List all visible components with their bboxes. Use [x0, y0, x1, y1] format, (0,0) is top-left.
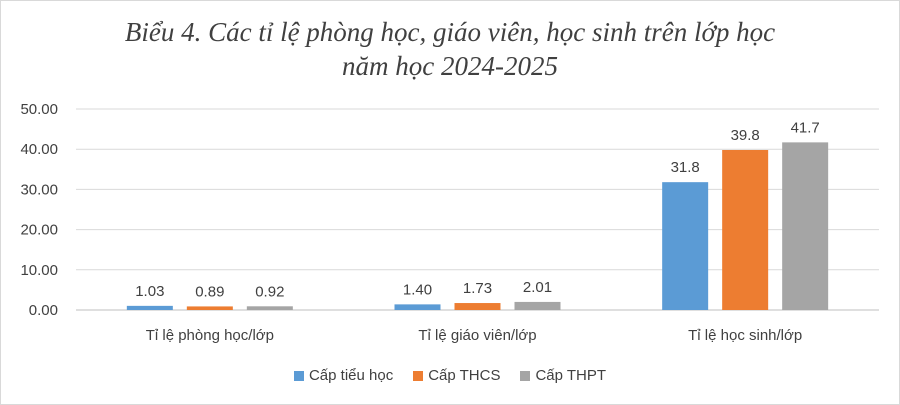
y-tick-label: 20.00	[20, 222, 58, 239]
bar	[722, 150, 769, 310]
bar	[246, 306, 293, 310]
bar	[454, 303, 501, 310]
legend-item: Cấp THCS	[413, 367, 500, 384]
legend-swatch	[413, 370, 424, 381]
legend-label: Cấp tiểu học	[308, 367, 394, 384]
legend-label: Cấp THPT	[535, 367, 607, 384]
chart-title-line-1: Biểu 4. Các tỉ lệ phòng học, giáo viên, …	[124, 17, 776, 47]
y-tick-label: 40.00	[20, 141, 58, 158]
data-label: 1.73	[463, 280, 492, 297]
data-label: 0.89	[195, 283, 224, 300]
data-label: 0.92	[255, 283, 284, 300]
data-label: 41.7	[791, 119, 820, 136]
legend-item: Cấp THPT	[520, 367, 606, 384]
bars	[126, 142, 829, 310]
y-tick-label: 30.00	[20, 181, 58, 198]
x-axis-categories: Tỉ lệ phòng học/lớp Tỉ lệ giáo viên/lớp Tỉ…	[146, 327, 802, 344]
data-label: 31.8	[671, 159, 700, 176]
data-label: 2.01	[523, 279, 552, 296]
y-axis-ticks: 0.00 10.00 20.00 30.00 40.00 50.00	[20, 101, 58, 319]
data-label: 1.40	[403, 281, 432, 298]
bar	[662, 182, 709, 310]
legend-item: Cấp tiểu học	[293, 367, 394, 384]
bar	[126, 305, 173, 310]
legend-swatch	[520, 370, 531, 381]
category-label: Tỉ lệ giáo viên/lớp	[418, 327, 536, 344]
category-label: Tỉ lệ học sinh/lớp	[688, 327, 802, 344]
data-labels: 1.03 0.89 0.92 1.40 1.73 2.01 31.8 39.8 41.7	[135, 119, 820, 300]
bar	[186, 306, 233, 310]
y-tick-label: 50.00	[20, 101, 58, 118]
data-label: 39.8	[731, 127, 760, 144]
chart-title-line-2: năm học 2024-2025	[342, 51, 558, 81]
legend: Cấp tiểu học Cấp THCS Cấp THPT	[1, 367, 899, 384]
chart-title: Biểu 4. Các tỉ lệ phòng học, giáo viên, …	[1, 15, 899, 83]
bar	[514, 301, 561, 310]
bar	[782, 142, 829, 310]
legend-label: Cấp THCS	[428, 367, 501, 384]
data-label: 1.03	[135, 283, 164, 300]
category-label: Tỉ lệ phòng học/lớp	[146, 327, 274, 344]
y-tick-label: 10.00	[20, 262, 58, 279]
y-tick-label: 0.00	[29, 302, 58, 319]
bar	[394, 304, 441, 310]
legend-swatch	[293, 370, 304, 381]
